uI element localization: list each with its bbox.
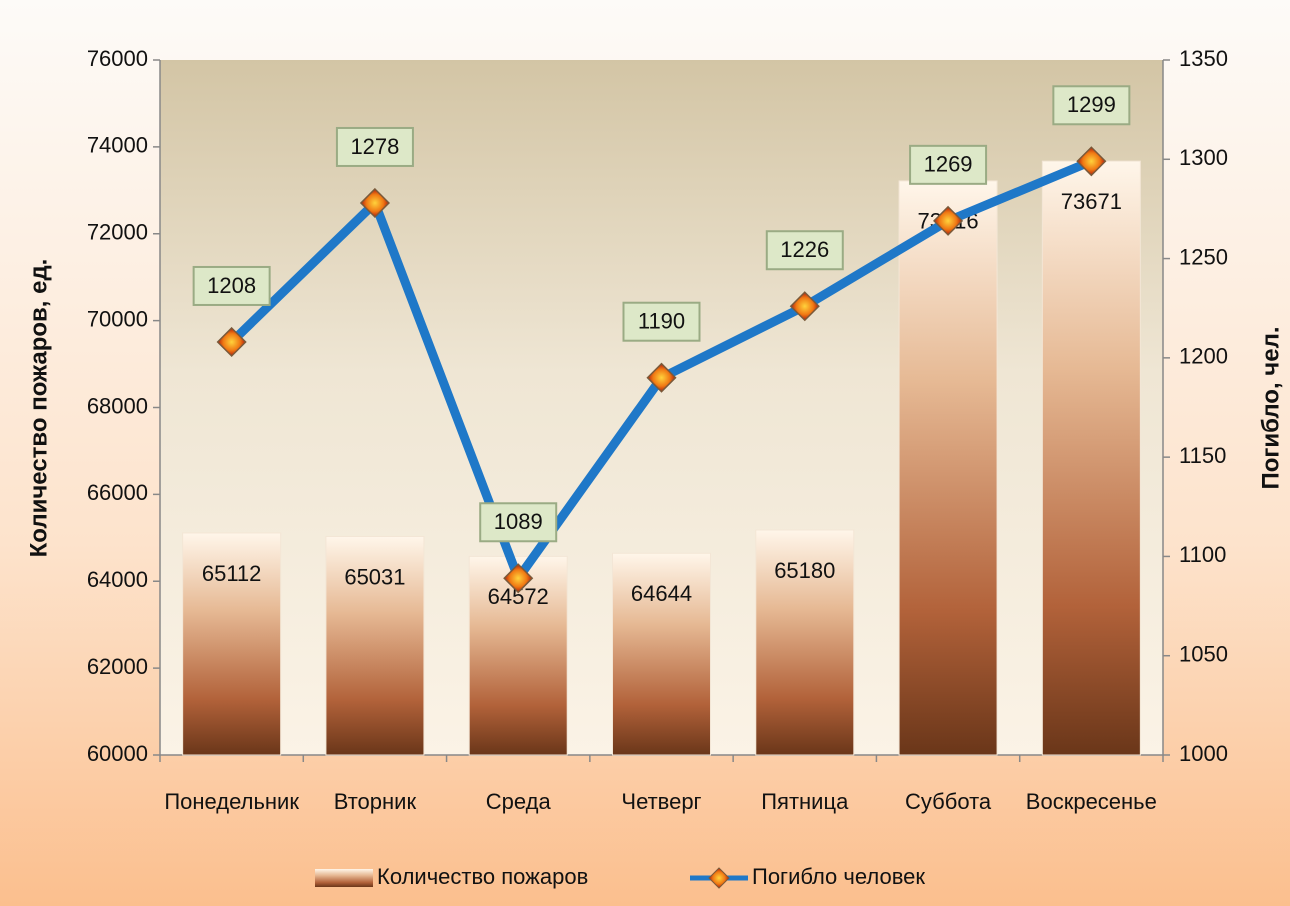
legend-label: Количество пожаров <box>377 864 588 889</box>
bar-value-label: 73671 <box>1061 189 1122 214</box>
y-tick-label: 62000 <box>87 654 148 679</box>
bar-value-label: 65180 <box>774 558 835 583</box>
y-tick-label: 60000 <box>87 741 148 766</box>
y-tick-label: 68000 <box>87 393 148 418</box>
y2-tick-label: 1100 <box>1179 542 1226 567</box>
y2-tick-label: 1200 <box>1179 344 1228 369</box>
legend-marker <box>708 867 730 889</box>
bar-value-label: 65031 <box>344 564 405 589</box>
y-tick-label: 70000 <box>87 306 148 331</box>
y2-tick-label: 1000 <box>1179 741 1228 766</box>
y2-tick-label: 1350 <box>1179 46 1228 71</box>
y-tick-label: 66000 <box>87 480 148 505</box>
line-value-label: 1089 <box>494 509 543 534</box>
line-value-label: 1269 <box>924 152 973 177</box>
line-marker <box>359 187 390 219</box>
y2-tick-label: 1150 <box>1179 443 1226 468</box>
x-tick-label: Вторник <box>334 789 417 814</box>
y-axis-title: Количество пожаров, ед. <box>25 259 52 558</box>
y2-tick-label: 1300 <box>1179 145 1228 170</box>
bar-value-label: 65112 <box>202 561 262 586</box>
y2-tick-label: 1050 <box>1179 642 1228 667</box>
y-tick-label: 64000 <box>87 567 148 592</box>
line-value-label: 1226 <box>780 237 829 262</box>
x-tick-label: Суббота <box>905 789 992 814</box>
line-value-label: 1278 <box>350 134 399 159</box>
line-marker <box>503 563 534 594</box>
bar <box>325 535 425 756</box>
bar <box>898 180 998 756</box>
y-tick-label: 76000 <box>87 46 148 71</box>
line-marker <box>646 362 677 393</box>
x-tick-label: Пятница <box>761 789 849 814</box>
y-tick-label: 74000 <box>87 133 148 158</box>
y2-tick-label: 1250 <box>1179 244 1228 269</box>
x-tick-label: Понедельник <box>164 789 299 814</box>
y2-axis-title: Погибло, чел. <box>1257 326 1284 489</box>
data-label-box <box>192 265 271 306</box>
legend-label: Погибло человек <box>752 864 925 889</box>
data-label-box <box>335 126 414 167</box>
bar-value-label: 64644 <box>631 581 692 606</box>
x-tick-label: Воскресенье <box>1026 789 1157 814</box>
bar <box>612 552 711 756</box>
data-label-box <box>622 301 701 342</box>
line-value-label: 1208 <box>207 273 256 298</box>
data-label-box <box>765 230 844 271</box>
line-marker <box>216 326 247 358</box>
line-marker <box>789 291 820 322</box>
y-tick-label: 72000 <box>87 220 148 245</box>
line-value-label: 1299 <box>1067 92 1116 117</box>
data-label-box <box>1052 85 1131 126</box>
bar <box>755 529 855 756</box>
data-label-box <box>479 502 558 543</box>
bar <box>182 532 282 756</box>
line-marker <box>1076 146 1107 177</box>
bar <box>1041 160 1141 756</box>
x-tick-label: Среда <box>486 789 552 814</box>
line-marker <box>933 205 964 236</box>
data-label-box <box>909 144 988 185</box>
x-tick-label: Четверг <box>621 789 701 814</box>
legend-swatch <box>315 869 373 887</box>
line-value-label: 1190 <box>638 309 685 334</box>
